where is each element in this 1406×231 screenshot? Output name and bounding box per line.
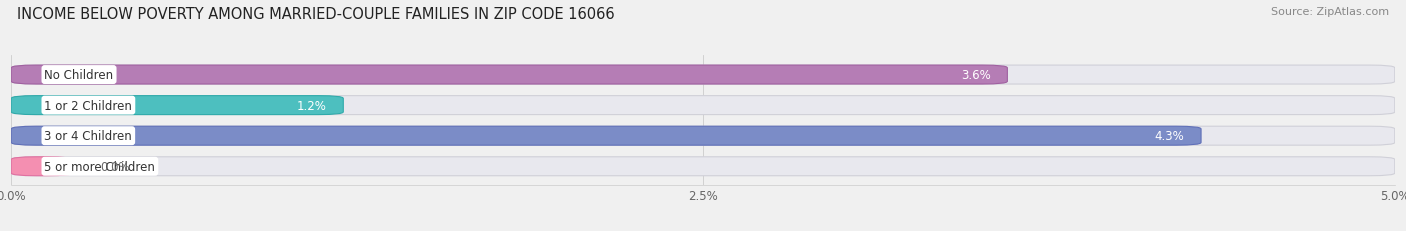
FancyBboxPatch shape — [11, 127, 1395, 146]
Text: INCOME BELOW POVERTY AMONG MARRIED-COUPLE FAMILIES IN ZIP CODE 16066: INCOME BELOW POVERTY AMONG MARRIED-COUPL… — [17, 7, 614, 22]
Text: 0.0%: 0.0% — [100, 160, 129, 173]
Text: 1 or 2 Children: 1 or 2 Children — [45, 99, 132, 112]
Text: No Children: No Children — [45, 69, 114, 82]
FancyBboxPatch shape — [11, 96, 343, 115]
Text: Source: ZipAtlas.com: Source: ZipAtlas.com — [1271, 7, 1389, 17]
Text: 3.6%: 3.6% — [962, 69, 991, 82]
FancyBboxPatch shape — [11, 127, 1201, 146]
FancyBboxPatch shape — [11, 66, 1007, 85]
FancyBboxPatch shape — [11, 66, 1395, 85]
Text: 5 or more Children: 5 or more Children — [45, 160, 155, 173]
Text: 4.3%: 4.3% — [1154, 130, 1184, 143]
Text: 1.2%: 1.2% — [297, 99, 326, 112]
Text: 3 or 4 Children: 3 or 4 Children — [45, 130, 132, 143]
FancyBboxPatch shape — [11, 157, 1395, 176]
FancyBboxPatch shape — [11, 96, 1395, 115]
FancyBboxPatch shape — [11, 157, 72, 176]
